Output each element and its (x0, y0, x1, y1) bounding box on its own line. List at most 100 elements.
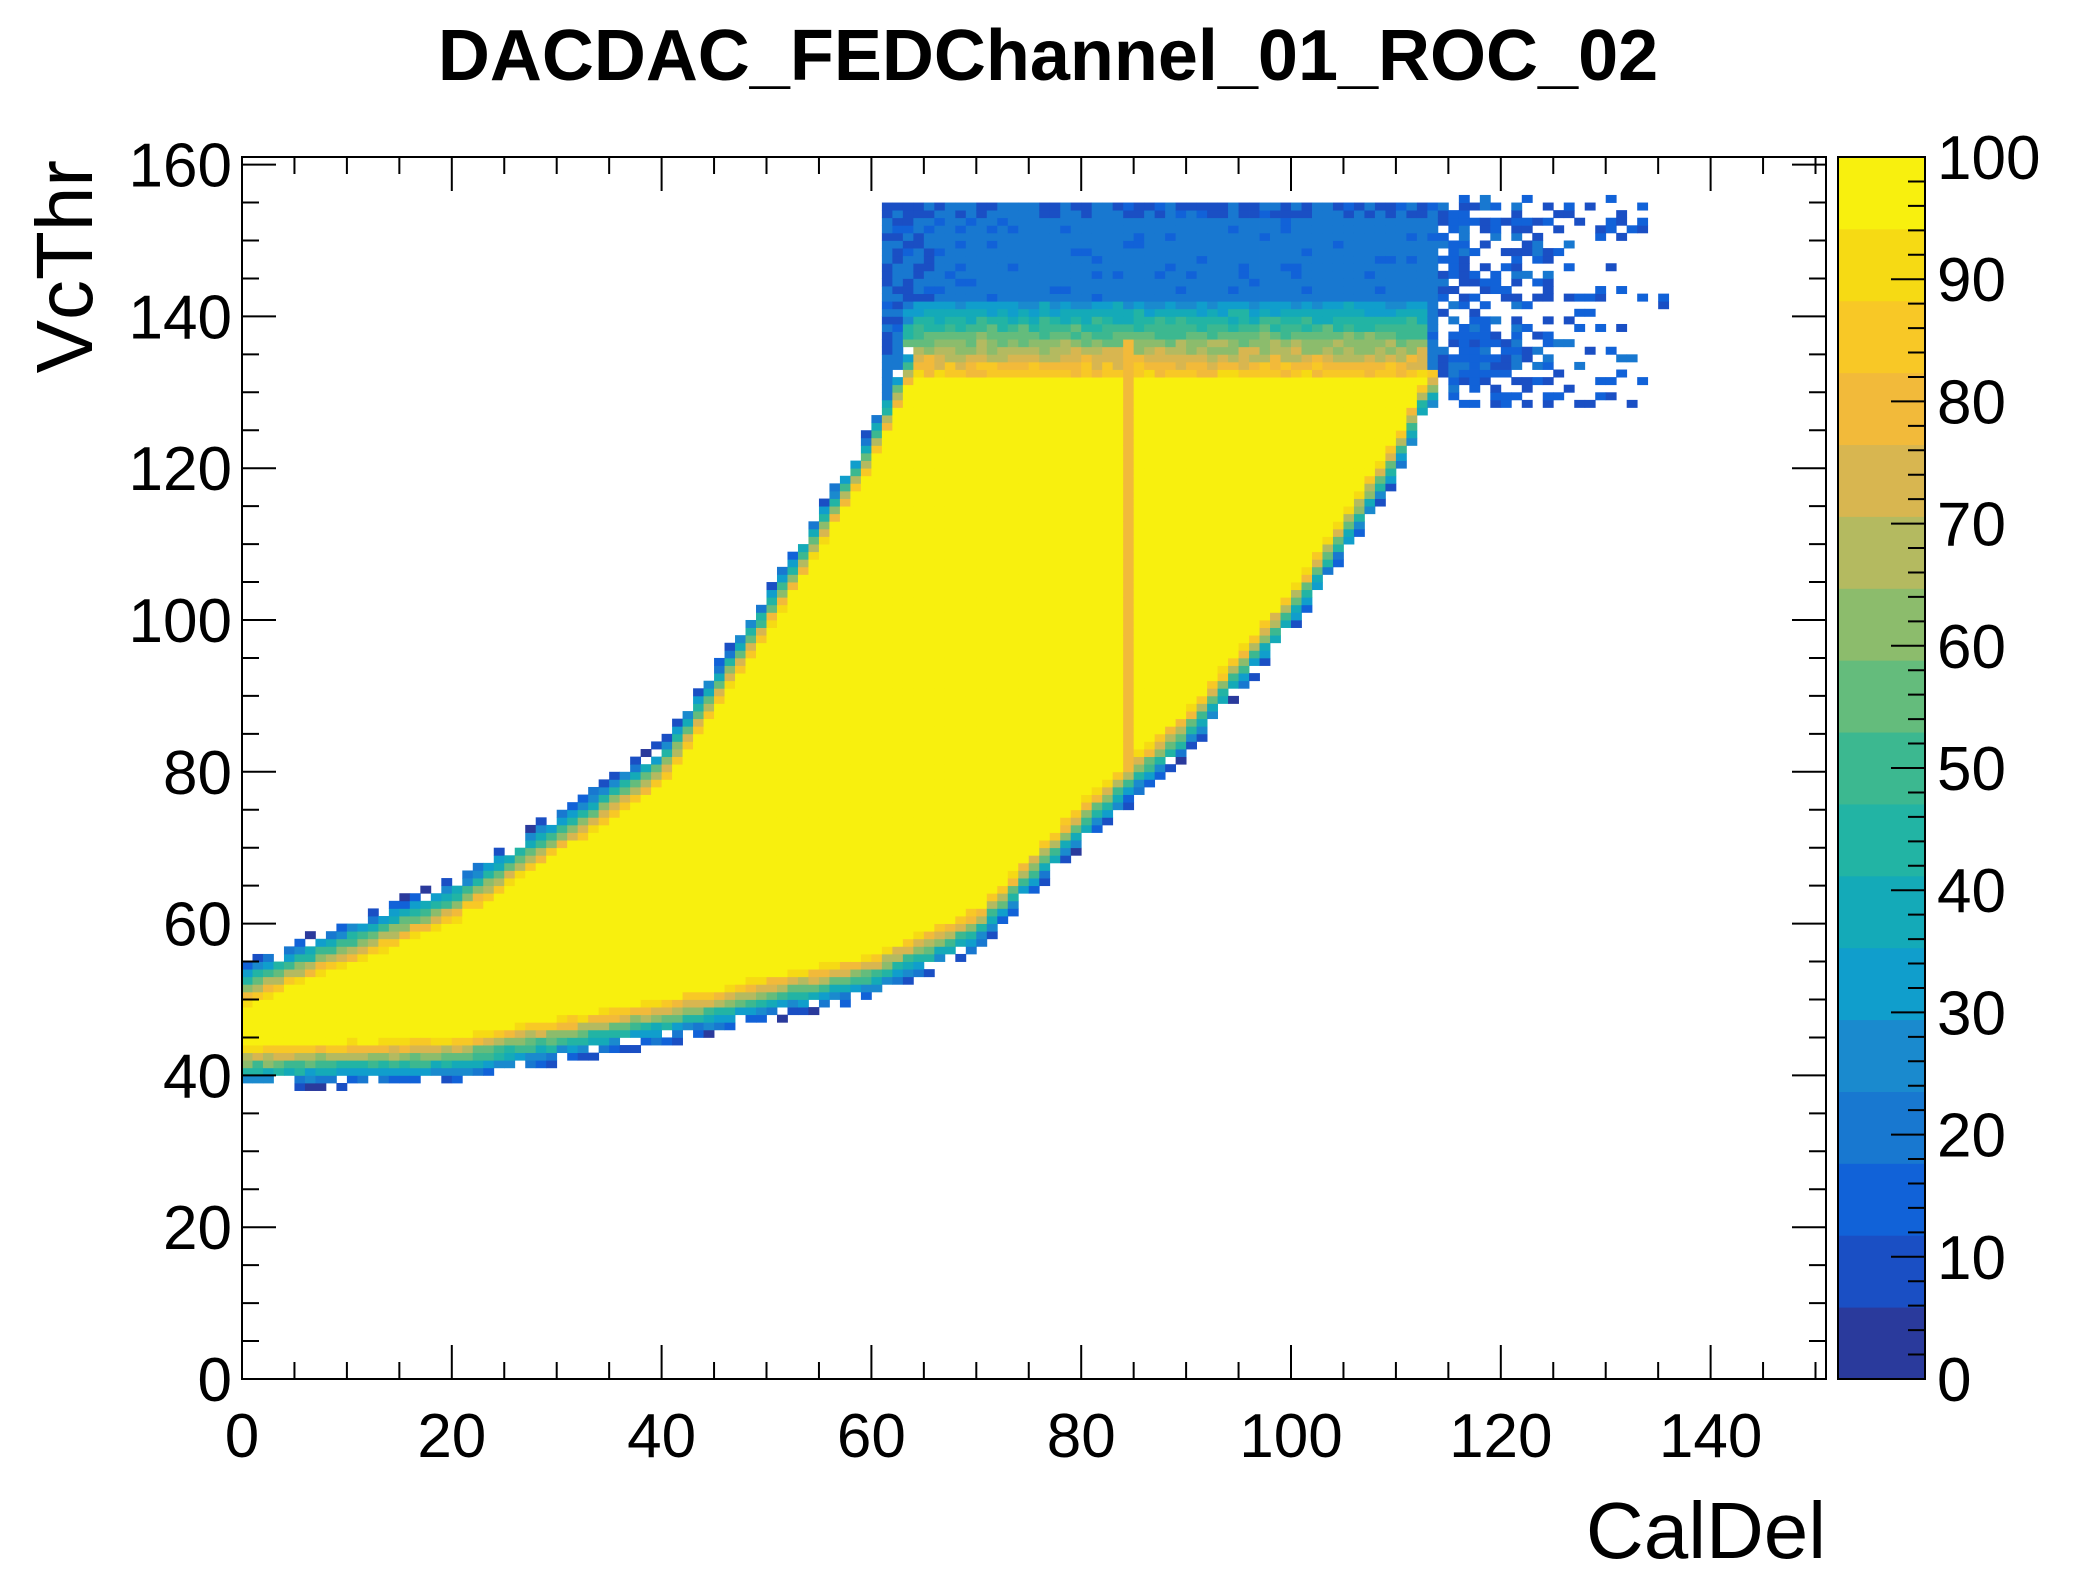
heatmap-cell (787, 718, 799, 727)
heatmap-cell (871, 521, 883, 530)
heatmap-cell (367, 1022, 379, 1031)
heatmap-cell (1123, 551, 1135, 560)
heatmap-cell (881, 900, 893, 909)
heatmap-cell (902, 923, 914, 932)
heatmap-cell (1091, 711, 1103, 720)
heatmap-cell (913, 817, 925, 826)
heatmap-cell (1018, 695, 1030, 704)
heatmap-cell (735, 984, 746, 993)
heatmap-cell (472, 893, 484, 902)
heatmap-cell (1175, 619, 1187, 628)
heatmap-cell (273, 991, 285, 1000)
heatmap-cell (797, 969, 809, 978)
heatmap-cell (1081, 369, 1093, 378)
heatmap-cell (986, 711, 998, 720)
heatmap-cell (1007, 650, 1019, 659)
heatmap-cell (902, 741, 914, 750)
heatmap-cell (955, 794, 967, 803)
heatmap-cell (913, 513, 925, 522)
heatmap-cell (252, 1075, 264, 1084)
heatmap-cell (1091, 377, 1103, 386)
heatmap-cell (1007, 688, 1019, 697)
heatmap-cell (462, 1022, 474, 1031)
heatmap-cell (724, 756, 736, 765)
heatmap-cell (546, 885, 558, 894)
heatmap-cell (1007, 855, 1019, 864)
heatmap-cell (892, 680, 904, 689)
heatmap-cell (1186, 559, 1197, 568)
heatmap-cell (472, 976, 484, 985)
heatmap-cell (944, 764, 956, 773)
heatmap-cell (1007, 680, 1019, 689)
heatmap-cell (986, 809, 998, 818)
heatmap-cell (504, 862, 516, 871)
heatmap-cell (1186, 490, 1197, 499)
heatmap-cell (818, 855, 830, 864)
heatmap-cell (619, 953, 631, 962)
heatmap-cell (1018, 802, 1030, 811)
heatmap-cell (672, 718, 683, 727)
heatmap-cell (871, 551, 883, 560)
heatmap-cell (556, 991, 568, 1000)
heatmap-cell (892, 301, 904, 310)
heatmap-cell (1039, 786, 1051, 795)
heatmap-cell (902, 916, 914, 924)
heatmap-cell (514, 862, 526, 871)
heatmap-cell (357, 1014, 369, 1023)
heatmap-cell (567, 1052, 579, 1061)
heatmap-cell (1018, 566, 1030, 575)
heatmap-cell (776, 779, 788, 788)
heatmap-cell (1007, 741, 1019, 750)
heatmap-cell (1186, 278, 1197, 287)
heatmap-cell (1049, 764, 1061, 773)
heatmap-cell (735, 680, 746, 689)
heatmap-cell (472, 984, 484, 993)
heatmap-cell (1007, 544, 1019, 553)
heatmap-cell (367, 916, 379, 924)
heatmap-cell (682, 999, 694, 1008)
heatmap-cell (934, 832, 946, 841)
heatmap-cell (1007, 832, 1019, 841)
heatmap-cell (409, 1060, 421, 1069)
heatmap-cell (902, 544, 914, 553)
heatmap-cell (661, 824, 673, 833)
heatmap-cell (1123, 718, 1135, 727)
heatmap-cell (1060, 316, 1072, 325)
heatmap-cell (598, 1014, 610, 1023)
heatmap-cell (892, 817, 904, 826)
heatmap-cell (273, 1067, 285, 1076)
heatmap-cell (850, 544, 862, 553)
heatmap-cell (881, 931, 893, 940)
heatmap-cell (588, 946, 600, 955)
heatmap-cell (997, 323, 1009, 332)
heatmap-cell (808, 824, 820, 833)
heatmap-cell (252, 984, 264, 993)
heatmap-cell (619, 923, 631, 932)
heatmap-cell (766, 870, 778, 879)
heatmap-cell (839, 490, 851, 499)
heatmap-cell (818, 817, 830, 826)
heatmap-cell (357, 1045, 369, 1054)
heatmap-cell (577, 840, 589, 849)
heatmap-cell (902, 248, 914, 257)
heatmap-cell (1049, 369, 1061, 378)
heatmap-cell (818, 627, 830, 636)
heatmap-cell (829, 635, 841, 644)
heatmap-cell (1091, 384, 1103, 393)
heatmap-cell (609, 809, 621, 818)
heatmap-cell (850, 969, 862, 978)
heatmap-cell (682, 1007, 694, 1016)
heatmap-cell (756, 718, 767, 727)
heatmap-cell (1154, 225, 1166, 234)
heatmap-cell (588, 878, 600, 887)
heatmap-cell (976, 422, 988, 431)
heatmap-cell (1186, 240, 1197, 249)
heatmap-cell (535, 885, 547, 894)
heatmap-cell (871, 779, 883, 788)
heatmap-cell (818, 991, 830, 1000)
heatmap-cell (850, 612, 862, 621)
heatmap-cell (1049, 301, 1061, 310)
heatmap-cell (923, 566, 935, 575)
heatmap-cell (1175, 506, 1187, 515)
heatmap-cell (976, 582, 988, 591)
